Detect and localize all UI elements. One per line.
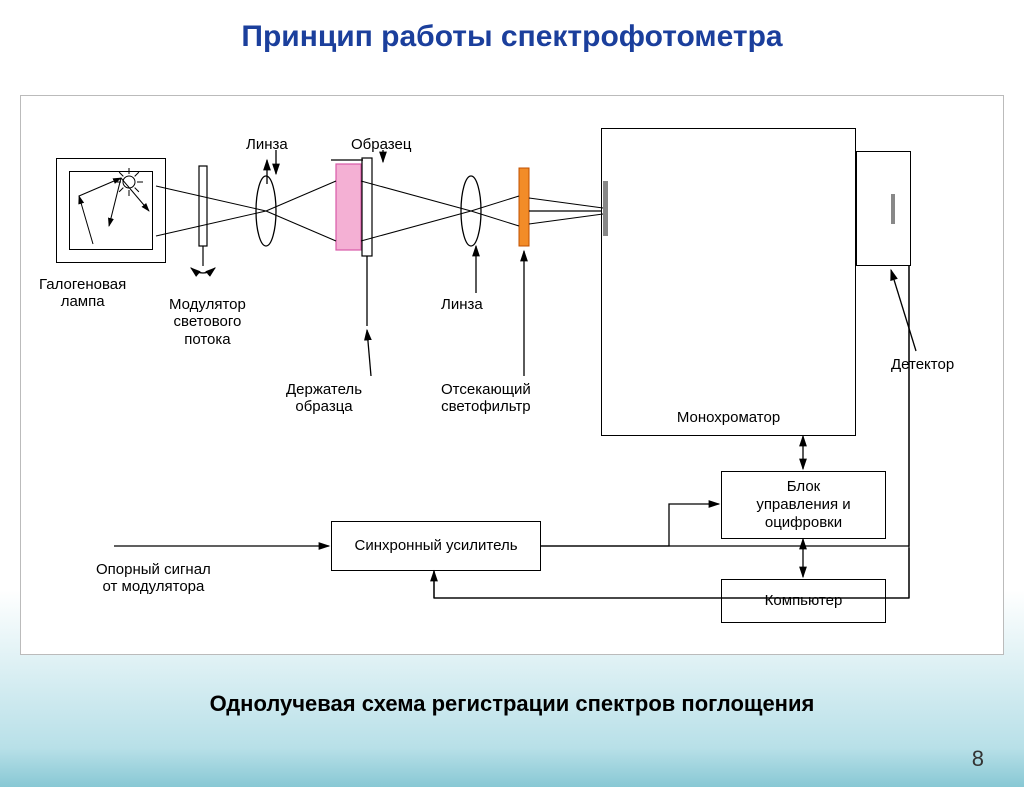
sample-top-label: Образец [351, 136, 411, 153]
diagram-canvas: Монохроматор Синхронный усилитель Блокуп… [20, 95, 1004, 655]
amplifier-label: Синхронный усилитель [354, 537, 517, 555]
amplifier-box: Синхронный усилитель [331, 521, 541, 571]
computer-label: Компьютер [765, 592, 843, 610]
page-title: Принцип работы спектрофотометра [0, 20, 1024, 54]
holder-label: Держательобразца [286, 381, 362, 416]
detector-label: Детектор [891, 356, 954, 373]
lens-bottom-label: Линза [441, 296, 483, 313]
caption: Однолучевая схема регистрации спектров п… [0, 691, 1024, 717]
lamp-label: Галогеноваялампа [39, 276, 126, 311]
monochromator-box: Монохроматор [601, 128, 856, 436]
filter-label: Отсекающийсветофильтр [441, 381, 531, 416]
detector-box [856, 151, 911, 266]
control-label: Блокуправления иоцифровки [756, 478, 850, 532]
lamp-inner-box [69, 171, 153, 250]
control-box: Блокуправления иоцифровки [721, 471, 886, 539]
reference-label: Опорный сигналот модулятора [96, 561, 211, 596]
modulator-label: Модуляторсветовогопотока [169, 296, 246, 348]
page-number: 8 [972, 746, 984, 772]
lens-top-label: Линза [246, 136, 288, 153]
computer-box: Компьютер [721, 579, 886, 623]
monochromator-label: Монохроматор [602, 409, 855, 427]
